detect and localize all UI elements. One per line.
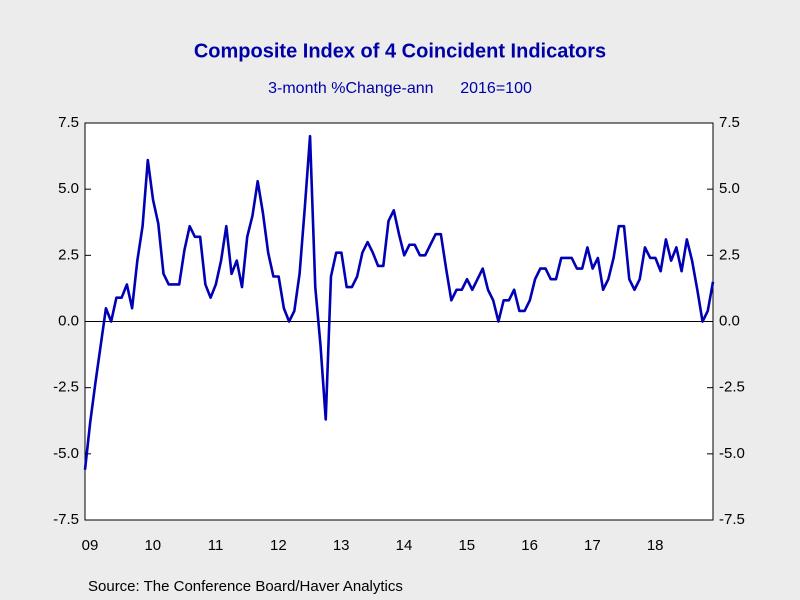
y-tick-label: -7.5 xyxy=(53,511,79,528)
y-tick-label: 0.0 xyxy=(58,312,79,329)
x-tick-label: 16 xyxy=(521,537,538,554)
x-tick-label: 12 xyxy=(270,537,287,554)
chart-title: Composite Index of 4 Coincident Indicato… xyxy=(194,40,606,62)
x-tick-label: 11 xyxy=(208,537,224,554)
y2-tick-label: -7.5 xyxy=(719,511,745,528)
y-tick-label: 7.5 xyxy=(58,114,79,131)
series-line xyxy=(83,134,715,470)
chart-subtitle: 3-month %Change-ann 2016=100 xyxy=(268,80,532,97)
y-tick-label: -5.0 xyxy=(53,445,79,462)
y-tick-label: 5.0 xyxy=(58,180,79,197)
y2-tick-label: 7.5 xyxy=(719,114,740,131)
y-tick-label: 2.5 xyxy=(58,246,79,263)
x-tick-label: 15 xyxy=(458,537,475,554)
y2-tick-label: 5.0 xyxy=(719,180,740,197)
x-tick-label: 10 xyxy=(144,537,161,554)
y-tick-label: -2.5 xyxy=(53,379,79,396)
y2-tick-label: 2.5 xyxy=(719,246,740,263)
x-tick-label: 09 xyxy=(82,537,99,554)
source-note: Source: The Conference Board/Haver Analy… xyxy=(88,578,403,595)
y2-tick-label: -2.5 xyxy=(719,379,745,396)
x-tick-label: 13 xyxy=(333,537,350,554)
x-tick-label: 17 xyxy=(584,537,601,554)
y2-tick-label: -5.0 xyxy=(719,445,745,462)
y2-tick-label: 0.0 xyxy=(719,312,740,329)
x-tick-label: 14 xyxy=(396,537,413,554)
x-tick-label: 18 xyxy=(647,537,664,554)
